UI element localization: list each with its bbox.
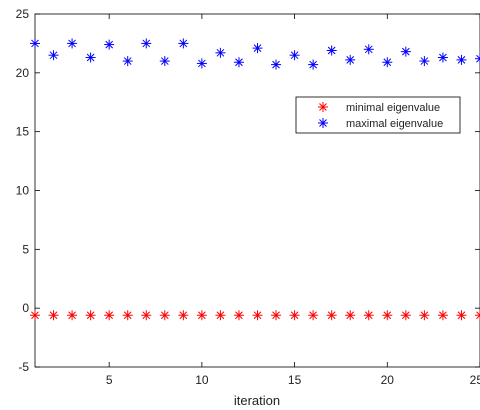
data-point (363, 44, 374, 55)
data-point (382, 310, 393, 321)
y-tick-label: 0 (22, 301, 29, 315)
data-point (475, 53, 480, 64)
series-1 (30, 38, 480, 70)
data-point (400, 310, 411, 321)
data-point (419, 56, 430, 67)
legend-label: minimal eigenvalue (346, 102, 440, 114)
legend-marker (318, 102, 328, 112)
data-point (159, 310, 170, 321)
data-point (345, 54, 356, 65)
data-point (104, 310, 115, 321)
data-point (363, 310, 374, 321)
y-tick-label: -5 (18, 360, 29, 374)
legend-label: maximal eigenvalue (346, 118, 443, 130)
data-point (122, 56, 133, 67)
data-point (30, 38, 40, 49)
data-point (252, 43, 263, 54)
y-tick-label: 5 (22, 242, 29, 256)
series-layer (30, 38, 480, 321)
x-tick-label: 10 (195, 373, 209, 387)
data-point (271, 310, 282, 321)
data-point (400, 46, 411, 57)
x-tick-label: 25 (470, 373, 480, 387)
data-point (233, 310, 244, 321)
x-tick-label: 20 (381, 373, 395, 387)
data-point (215, 310, 226, 321)
data-point (308, 310, 319, 321)
data-point (67, 310, 78, 321)
data-point (178, 38, 189, 49)
data-point (141, 38, 152, 49)
x-tick-label: 15 (288, 373, 302, 387)
data-point (345, 310, 356, 321)
data-point (48, 50, 59, 61)
y-tick-label: 10 (16, 184, 30, 198)
x-tick-label: 5 (106, 373, 113, 387)
data-point (289, 50, 300, 61)
data-point (419, 310, 430, 321)
x-axis-label: iteration (234, 393, 280, 408)
y-tick-label: 20 (16, 66, 30, 80)
data-point (326, 45, 337, 56)
data-point (382, 57, 393, 68)
data-point (308, 59, 319, 70)
x-axis: 5 10 15 20 25 (106, 14, 480, 387)
y-tick-label: 15 (16, 125, 30, 139)
data-point (196, 58, 207, 69)
data-point (456, 54, 467, 65)
data-point (475, 310, 480, 321)
data-point (215, 47, 226, 58)
data-point (104, 39, 115, 50)
series-0 (30, 310, 480, 321)
data-point (178, 310, 189, 321)
data-point (233, 57, 244, 68)
data-point (48, 310, 59, 321)
legend-marker (318, 118, 328, 128)
data-point (437, 52, 448, 63)
data-point (326, 310, 337, 321)
legend: minimal eigenvalue maximal eigenvalue (295, 96, 461, 134)
data-point (196, 310, 207, 321)
data-point (159, 56, 170, 67)
data-point (122, 310, 133, 321)
data-point (271, 59, 282, 70)
data-point (67, 38, 78, 49)
data-point (85, 52, 96, 63)
data-point (437, 310, 448, 321)
data-point (141, 310, 152, 321)
data-point (85, 310, 96, 321)
data-point (30, 310, 40, 321)
plot-area (34, 13, 480, 368)
data-point (456, 310, 467, 321)
y-axis: -5 0 5 10 15 20 25 (16, 7, 480, 374)
data-point (289, 310, 300, 321)
data-point (252, 310, 263, 321)
y-tick-label: 25 (16, 7, 30, 21)
